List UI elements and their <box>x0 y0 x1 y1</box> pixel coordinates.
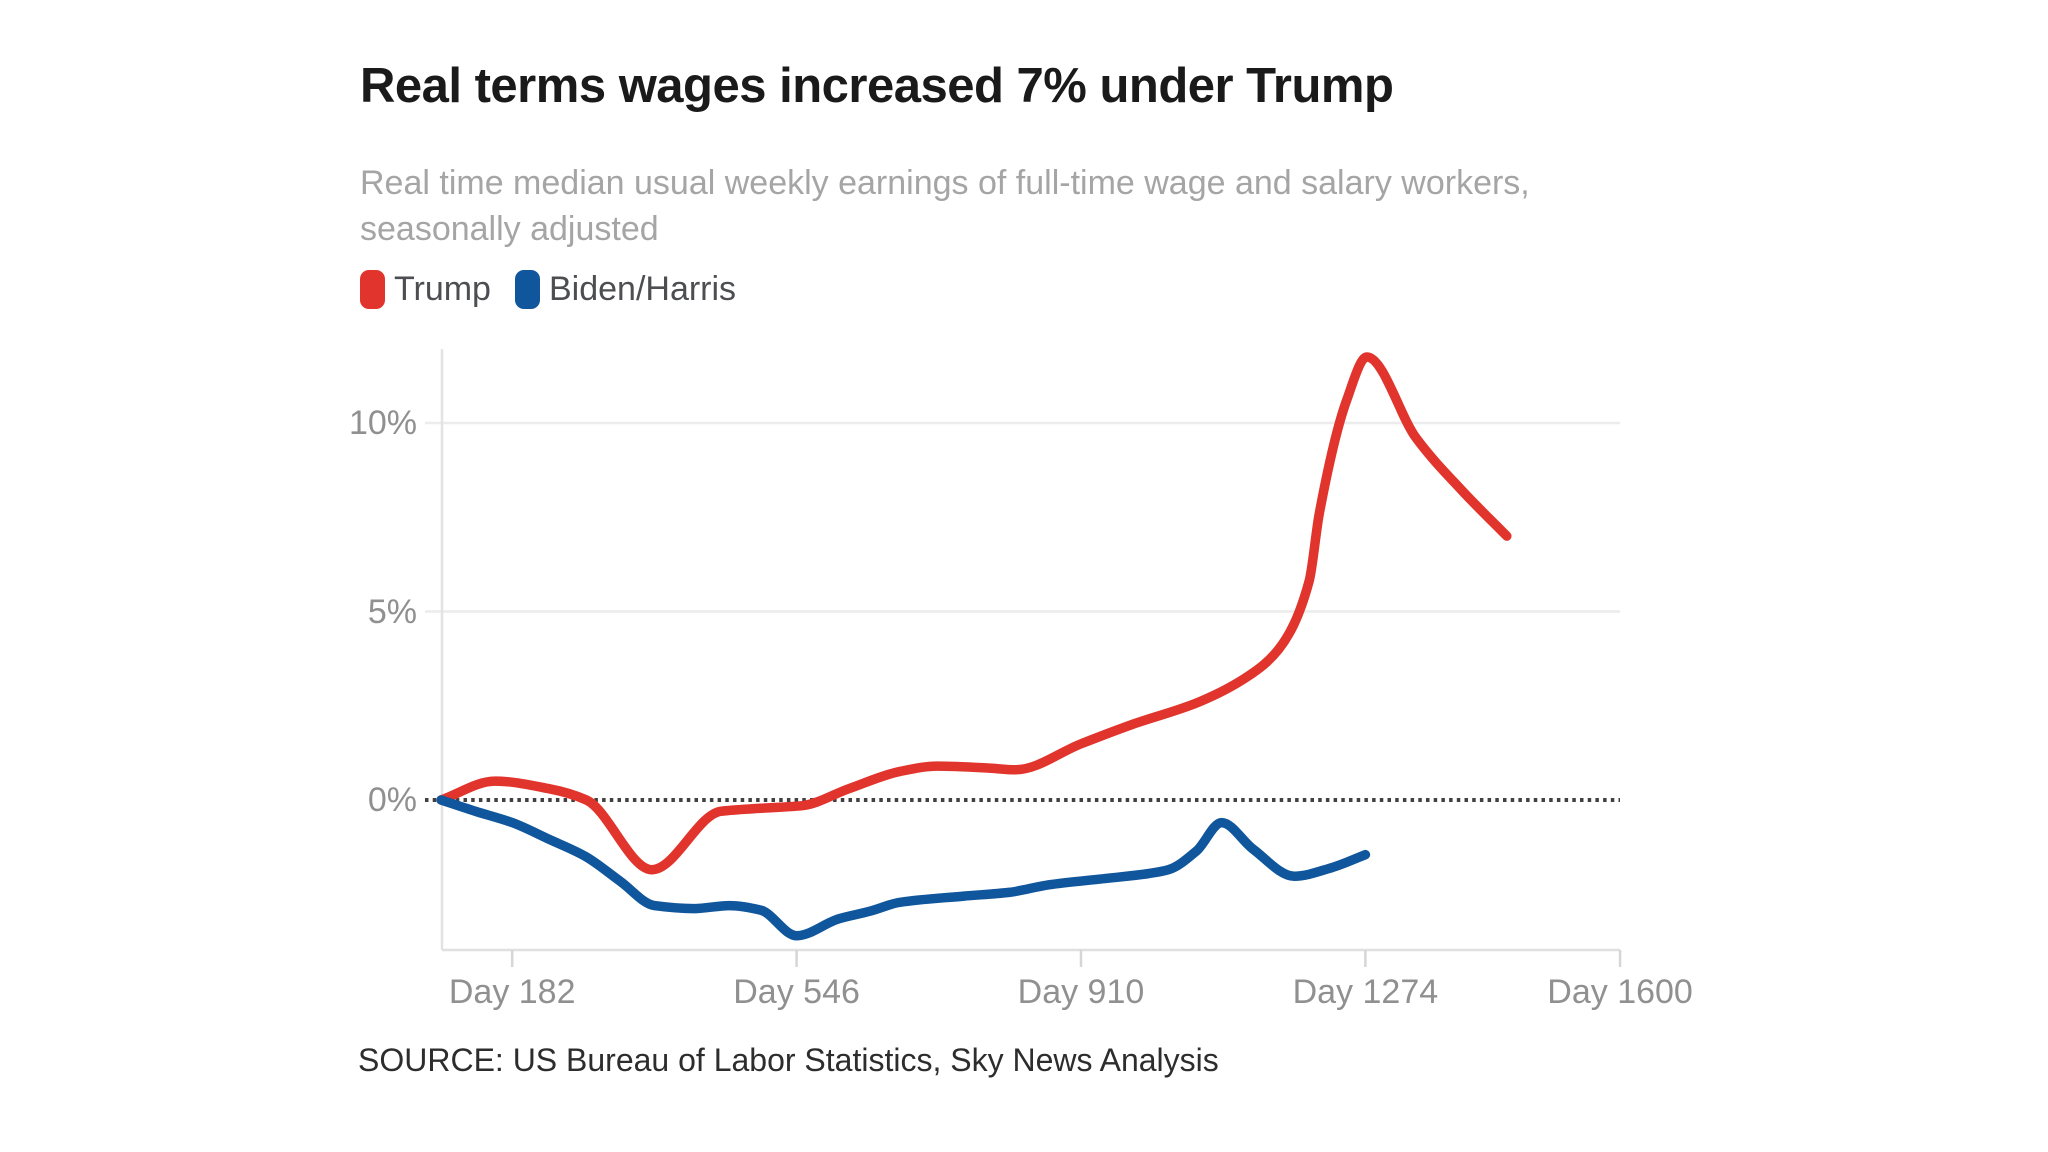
biden-harris-line <box>436 795 1371 941</box>
x-axis-label: Day 1274 <box>1292 973 1439 1011</box>
x-axis-label: Day 546 <box>733 973 860 1011</box>
y-axis-label: 10% <box>348 404 417 442</box>
legend-item: Trump <box>360 270 491 309</box>
trump-line <box>436 352 1512 875</box>
y-axis-label: 0% <box>367 781 417 819</box>
legend-swatch-biden-harris <box>514 270 540 309</box>
x-axis-label: Day 910 <box>1017 973 1145 1011</box>
page-title: Real terms wages increased 7% under Trum… <box>360 59 1394 113</box>
y-axis-label: 5% <box>367 592 417 631</box>
legend-label: Trump <box>394 270 491 308</box>
source-note: SOURCE: US Bureau of Labor Statistics, S… <box>358 1042 1219 1078</box>
legend: Trump Biden/Harris <box>360 270 736 309</box>
legend-swatch-trump <box>360 270 385 309</box>
legend-item: Biden/Harris <box>514 270 737 309</box>
legend-label: Biden/Harris <box>548 270 737 308</box>
chart-subtitle: Real time median usual weekly earnings o… <box>360 164 1530 248</box>
x-axis-label: Day 1600 <box>1547 973 1693 1011</box>
x-axis-label: Day 182 <box>448 973 576 1011</box>
